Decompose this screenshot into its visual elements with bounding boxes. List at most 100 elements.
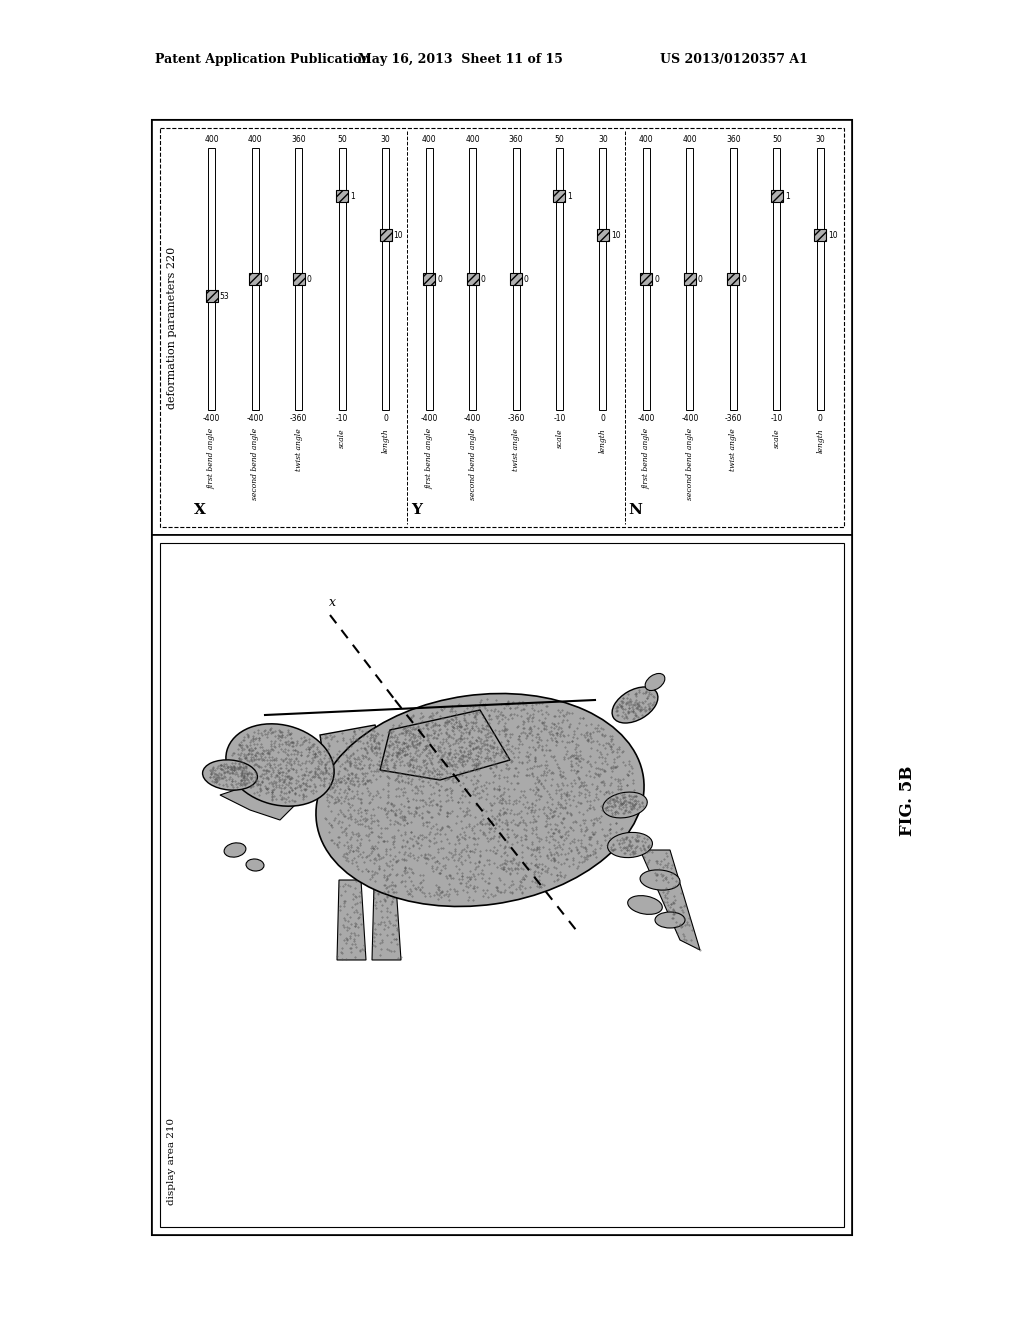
Text: -400: -400 [464,414,481,422]
Ellipse shape [203,760,257,791]
Bar [152,120,852,535]
Text: second bend angle: second bend angle [469,428,476,500]
Text: -400: -400 [421,414,437,422]
Text: 0: 0 [524,275,528,284]
Text: 1: 1 [784,191,790,201]
Polygon shape [380,710,510,780]
Text: 30: 30 [815,135,825,144]
Bar [686,148,693,411]
Text: 0: 0 [818,414,822,422]
Polygon shape [640,850,700,950]
Bar [339,148,346,411]
Bar [771,190,782,202]
Text: 360: 360 [509,135,523,144]
Text: -400: -400 [247,414,264,422]
Text: display area 210: display area 210 [168,1118,176,1205]
Text: 400: 400 [683,135,697,144]
Text: scale: scale [338,428,346,447]
Text: 0: 0 [698,275,702,284]
Bar [293,273,305,285]
Bar [382,148,389,411]
Text: FIG. 5B: FIG. 5B [898,766,915,836]
Text: 10: 10 [611,231,621,240]
Text: 400: 400 [205,135,219,144]
Text: 30: 30 [381,135,390,144]
Ellipse shape [628,896,663,915]
Bar [206,290,218,302]
Bar [160,128,844,527]
Text: twist angle: twist angle [295,428,303,471]
Text: 53: 53 [220,292,229,301]
Ellipse shape [612,686,657,723]
Text: -360: -360 [290,414,307,422]
Bar [640,273,652,285]
Bar [556,148,563,411]
Ellipse shape [640,870,680,890]
Bar [152,535,852,1236]
Bar [467,273,478,285]
Text: 0: 0 [480,275,485,284]
Bar [599,148,606,411]
Text: 1: 1 [350,191,355,201]
Text: Patent Application Publication: Patent Application Publication [155,54,371,66]
Bar [773,148,780,411]
Bar [423,273,435,285]
Bar [643,148,650,411]
Text: 0: 0 [306,275,311,284]
Ellipse shape [226,723,334,807]
Text: 0: 0 [741,275,746,284]
Bar [512,148,519,411]
Text: Y: Y [412,503,422,517]
Text: -10: -10 [553,414,565,422]
Text: -400: -400 [638,414,655,422]
Text: -400: -400 [203,414,220,422]
Text: deformation parameters 220: deformation parameters 220 [167,247,177,409]
Ellipse shape [645,673,665,690]
Text: length: length [816,428,824,453]
Bar [380,230,391,242]
Text: N: N [629,503,642,517]
Text: 10: 10 [828,231,838,240]
Polygon shape [220,785,300,820]
Polygon shape [372,884,401,960]
Text: -360: -360 [507,414,524,422]
Ellipse shape [607,833,652,858]
Text: 360: 360 [292,135,306,144]
Text: 400: 400 [465,135,480,144]
Text: x: x [329,595,336,609]
Ellipse shape [224,843,246,857]
Bar [684,273,696,285]
Text: 0: 0 [654,275,659,284]
Text: 50: 50 [772,135,781,144]
Text: May 16, 2013  Sheet 11 of 15: May 16, 2013 Sheet 11 of 15 [357,54,562,66]
Text: -10: -10 [336,414,348,422]
Text: scale: scale [555,428,563,447]
Bar [152,120,852,1236]
Text: second bend angle: second bend angle [686,428,694,500]
Bar [553,190,565,202]
Text: first bend angle: first bend angle [642,428,650,490]
Text: 400: 400 [248,135,262,144]
Text: 30: 30 [598,135,608,144]
Text: 400: 400 [422,135,436,144]
Text: X: X [194,503,206,517]
Text: -400: -400 [681,414,698,422]
Text: 50: 50 [337,135,347,144]
Text: 0: 0 [263,275,268,284]
Text: twist angle: twist angle [729,428,737,471]
Text: scale: scale [773,428,781,447]
Bar [208,148,215,411]
Ellipse shape [316,693,644,907]
Bar [469,148,476,411]
Text: second bend angle: second bend angle [251,428,259,500]
Text: US 2013/0120357 A1: US 2013/0120357 A1 [660,54,808,66]
Bar [160,543,844,1228]
Ellipse shape [655,912,685,928]
Bar [597,230,609,242]
Bar [252,148,259,411]
Bar [730,148,737,411]
Text: 0: 0 [437,275,442,284]
Bar [336,190,348,202]
Text: first bend angle: first bend angle [208,428,216,490]
Text: 0: 0 [383,414,388,422]
